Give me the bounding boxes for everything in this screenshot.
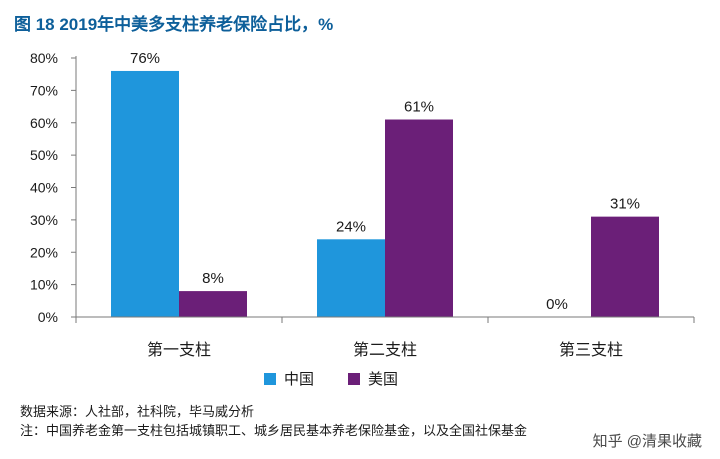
notes: 数据来源：人社部，社科院，毕马威分析 注：中国养老金第一支柱包括城镇职工、城乡居… (20, 402, 527, 440)
bar-usa-3 (591, 216, 659, 317)
y-tick-label: 60% (30, 115, 58, 131)
bar-usa-2 (385, 119, 453, 317)
data-source: 数据来源：人社部，社科院，毕马威分析 (20, 404, 255, 419)
y-tick-label: 80% (30, 50, 58, 66)
y-tick-label: 50% (30, 147, 58, 163)
y-tick-label: 0% (38, 309, 58, 325)
data-label-usa-1: 8% (202, 270, 224, 287)
bars (111, 70, 659, 317)
data-labels: 76% 8% 24% 61% 0% 31% (130, 50, 640, 313)
y-tick-label: 10% (30, 277, 58, 293)
watermark-text: 知乎 @清果收藏 (592, 433, 702, 450)
bar-usa-1 (179, 291, 247, 317)
category-label-1: 第一支柱 (147, 341, 211, 359)
y-tick-label: 20% (30, 244, 58, 260)
legend: 中国 美国 (264, 368, 398, 389)
bar-china-1 (111, 70, 179, 317)
category-labels: 第一支柱 第二支柱 第三支柱 (147, 341, 623, 359)
data-label-china-1: 76% (130, 50, 160, 67)
y-tick-label: 70% (30, 82, 58, 98)
data-label-china-3: 0% (546, 296, 568, 313)
legend-swatch-usa (348, 372, 361, 385)
category-label-2: 第二支柱 (353, 341, 417, 359)
legend-item-china: 中国 (264, 368, 314, 389)
axes (71, 56, 695, 323)
legend-label-china: 中国 (284, 371, 315, 388)
y-tick-label: 30% (30, 212, 58, 228)
data-label-china-2: 24% (336, 218, 366, 235)
category-label-3: 第三支柱 (559, 341, 623, 359)
footnote: 注：中国养老金第一支柱包括城镇职工、城乡居民基本养老保险基金，以及全国社保基金 (20, 423, 528, 438)
chart-title: 图 18 2019年中美多支柱养老保险占比，% (14, 15, 334, 34)
y-axis-tick-labels: 0% 10% 20% 30% 40% 50% 60% 70% 80% (30, 50, 58, 325)
data-label-usa-2: 61% (404, 99, 434, 116)
watermark: 知乎 @清果收藏 (592, 430, 702, 451)
legend-item-usa: 美国 (348, 368, 398, 389)
data-label-usa-3: 31% (610, 196, 640, 213)
y-tick-label: 40% (30, 180, 58, 196)
legend-swatch-china (264, 372, 276, 385)
legend-label-usa: 美国 (368, 371, 399, 388)
bar-china-2 (317, 239, 385, 317)
